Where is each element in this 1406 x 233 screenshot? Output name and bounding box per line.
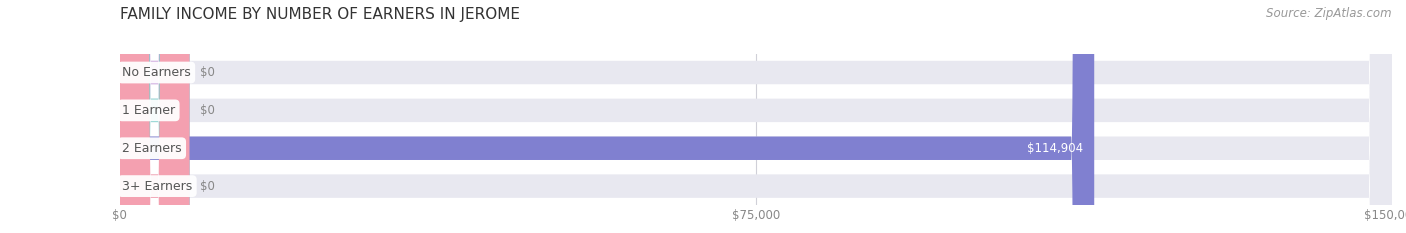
Text: $0: $0 [200, 66, 215, 79]
Text: Source: ZipAtlas.com: Source: ZipAtlas.com [1267, 7, 1392, 20]
Text: $0: $0 [200, 104, 215, 117]
FancyBboxPatch shape [120, 0, 190, 233]
FancyBboxPatch shape [120, 0, 1392, 233]
Text: 1 Earner: 1 Earner [122, 104, 176, 117]
Text: No Earners: No Earners [122, 66, 191, 79]
Text: $0: $0 [200, 180, 215, 193]
FancyBboxPatch shape [120, 0, 1392, 233]
FancyBboxPatch shape [120, 0, 190, 233]
FancyBboxPatch shape [120, 0, 1392, 233]
Text: FAMILY INCOME BY NUMBER OF EARNERS IN JEROME: FAMILY INCOME BY NUMBER OF EARNERS IN JE… [120, 7, 519, 22]
Text: $114,904: $114,904 [1026, 142, 1083, 155]
FancyBboxPatch shape [120, 0, 190, 233]
FancyBboxPatch shape [120, 0, 1392, 233]
Text: 2 Earners: 2 Earners [122, 142, 181, 155]
FancyBboxPatch shape [120, 0, 1094, 233]
Text: 3+ Earners: 3+ Earners [122, 180, 193, 193]
